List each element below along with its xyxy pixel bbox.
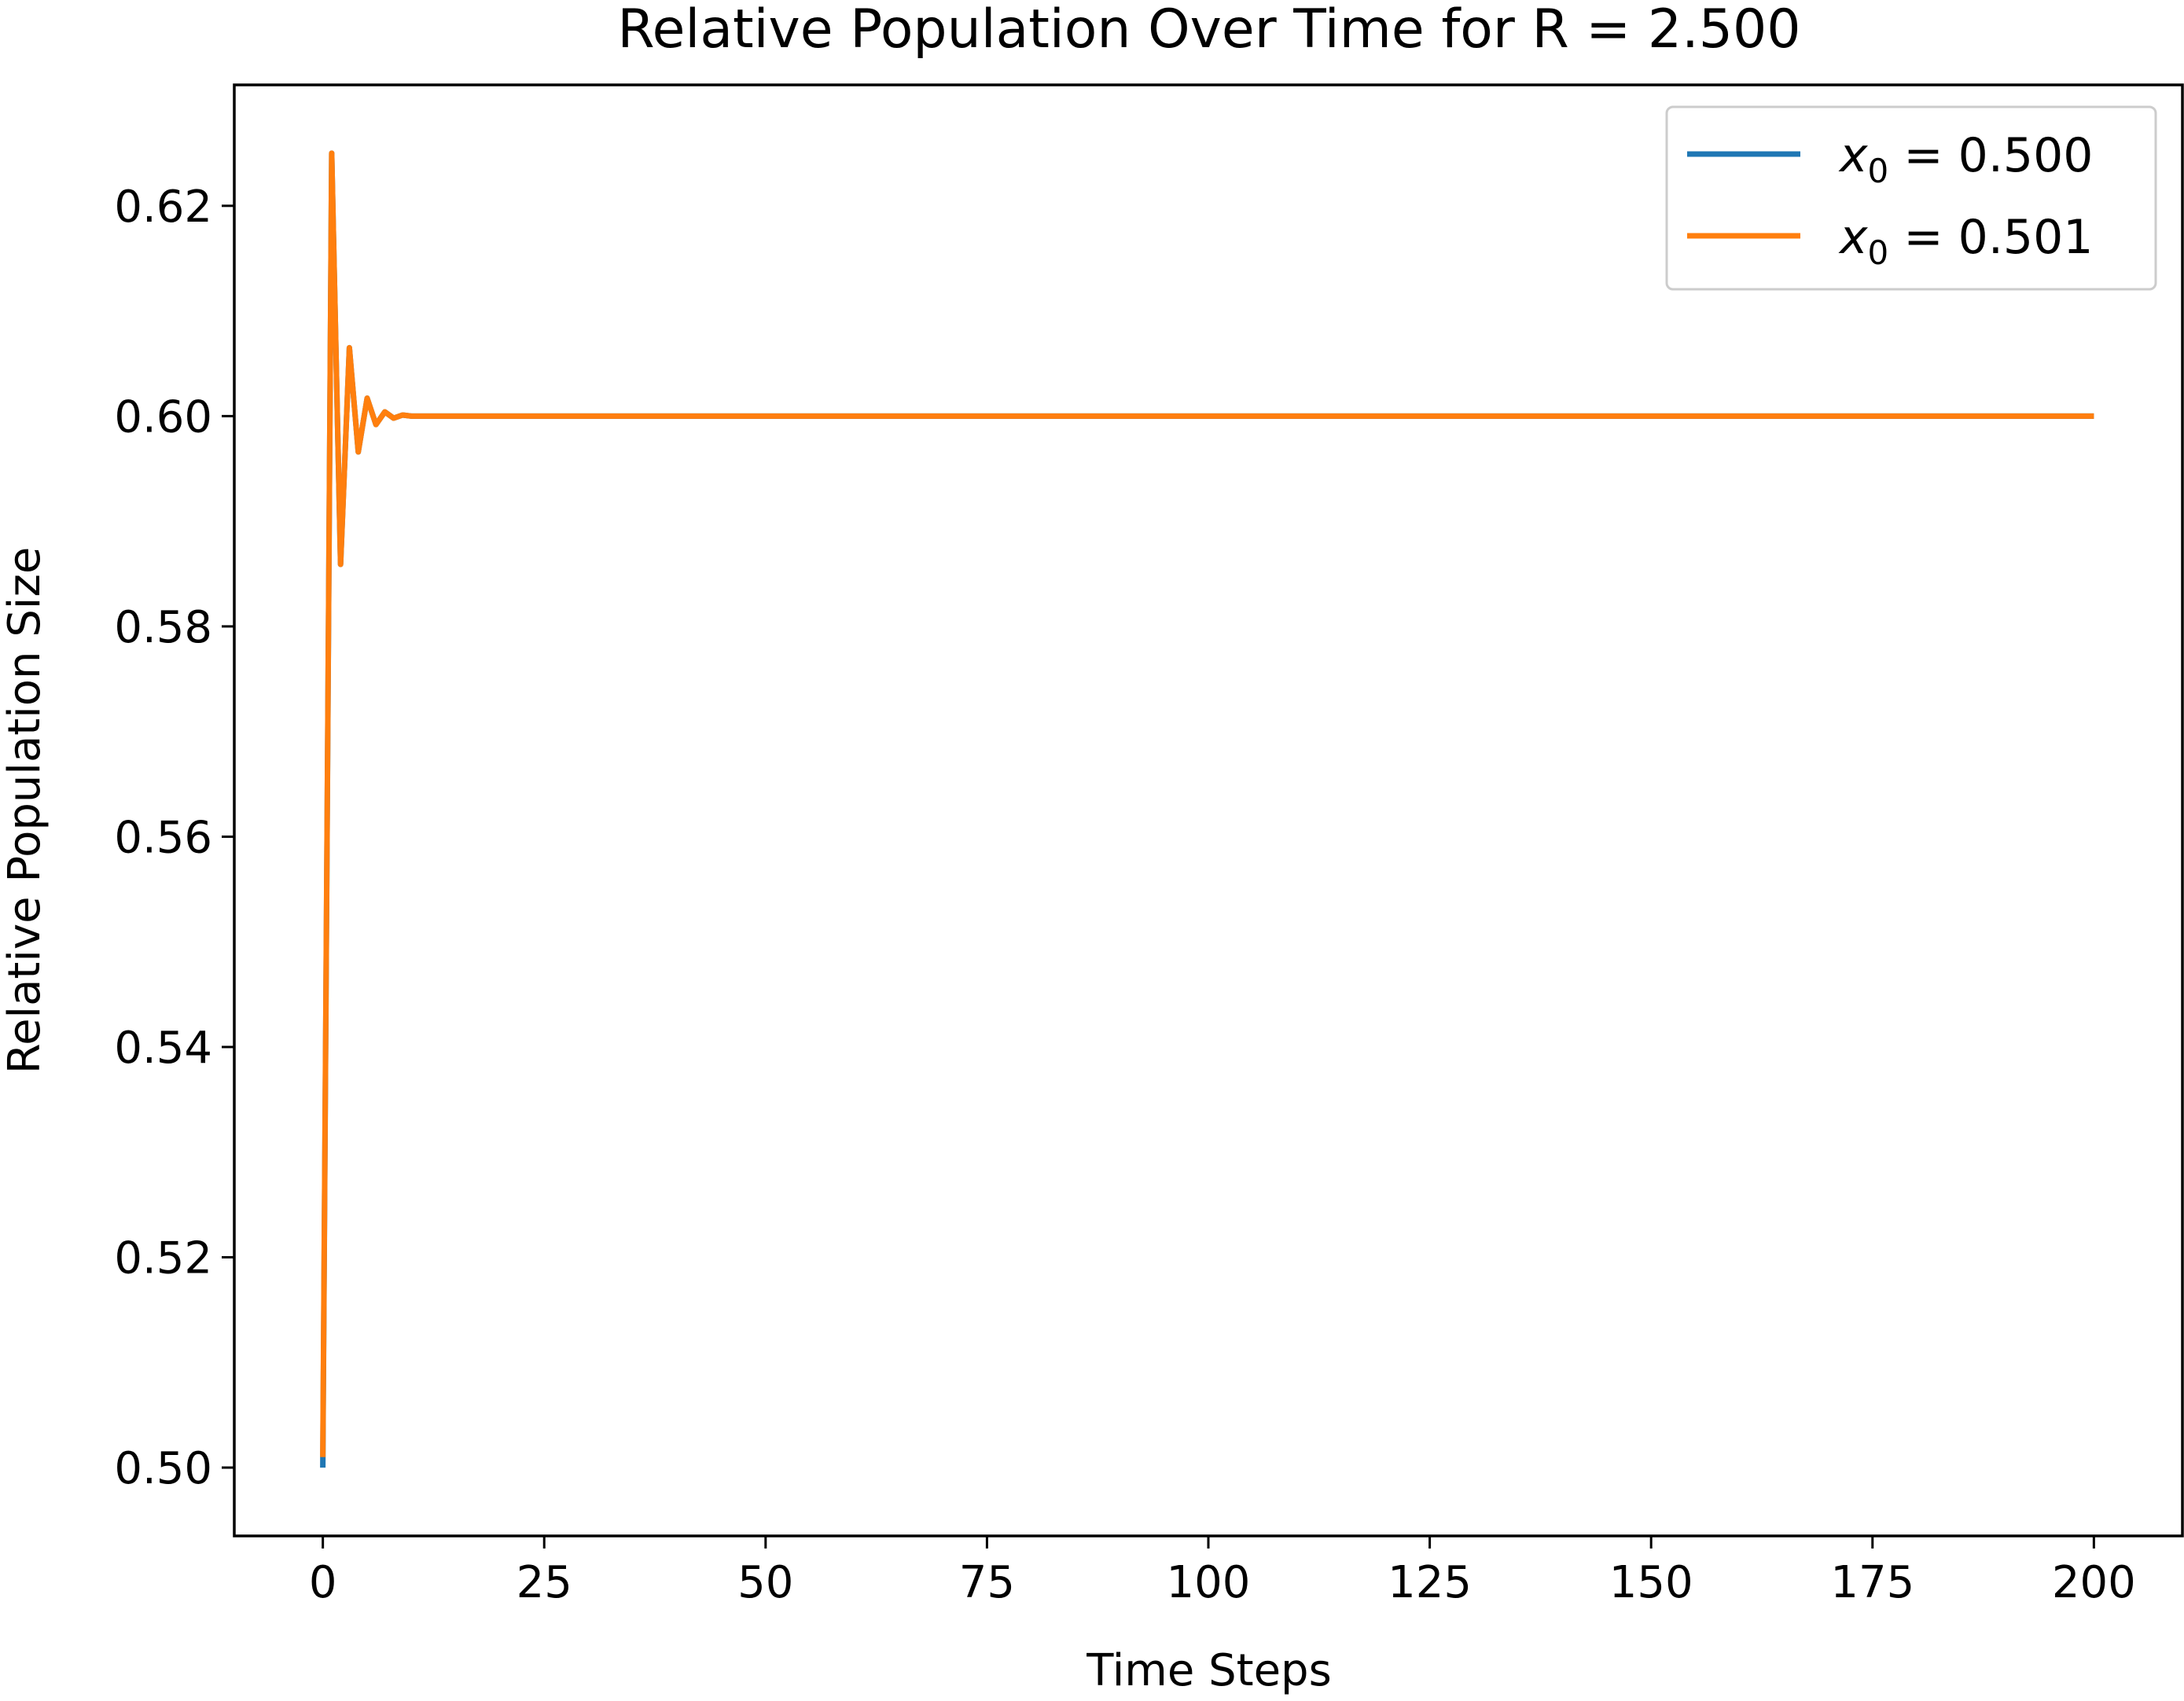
x-tick-label: 100 [1167, 1557, 1251, 1608]
chart-title: Relative Population Over Time for R = 2.… [617, 0, 1800, 61]
series-line-1 [320, 150, 2094, 1468]
legend-label-2: x0 = 0.501 [1838, 210, 2093, 272]
x-tick-label: 50 [737, 1557, 793, 1608]
y-tick-label: 0.54 [114, 1023, 212, 1074]
x-tick-label: 200 [2052, 1557, 2136, 1608]
y-tick-label: 0.62 [114, 182, 212, 233]
y-axis-label: Relative Population Size [0, 547, 50, 1075]
plot-frame [233, 83, 2184, 1538]
y-tick-label: 0.58 [114, 602, 212, 653]
x-tick-label: 25 [517, 1557, 572, 1608]
y-tick-label: 0.60 [114, 391, 212, 443]
y-tick-label: 0.52 [114, 1233, 212, 1284]
legend-label-1: x0 = 0.500 [1838, 128, 2093, 190]
x-tick-label: 150 [1609, 1557, 1693, 1608]
y-tick-label: 0.50 [114, 1443, 212, 1494]
y-tick-label: 0.56 [114, 812, 212, 863]
x-tick-label: 0 [309, 1557, 337, 1608]
x-tick-label: 175 [1830, 1557, 1914, 1608]
x-tick-label: 125 [1388, 1557, 1472, 1608]
x-tick-label: 75 [959, 1557, 1015, 1608]
series-line-2 [320, 150, 2094, 1457]
x-axis-label: Time Steps [1086, 1645, 1332, 1696]
series-layer [320, 150, 2094, 1468]
x-axis: 0 25 50 75 100 125 150 175 200 [309, 1536, 2136, 1608]
y-axis: 0.50 0.52 0.54 0.56 0.58 0.60 0.62 [114, 182, 234, 1494]
legend: x0 = 0.500 x0 = 0.501 [1665, 105, 2157, 291]
